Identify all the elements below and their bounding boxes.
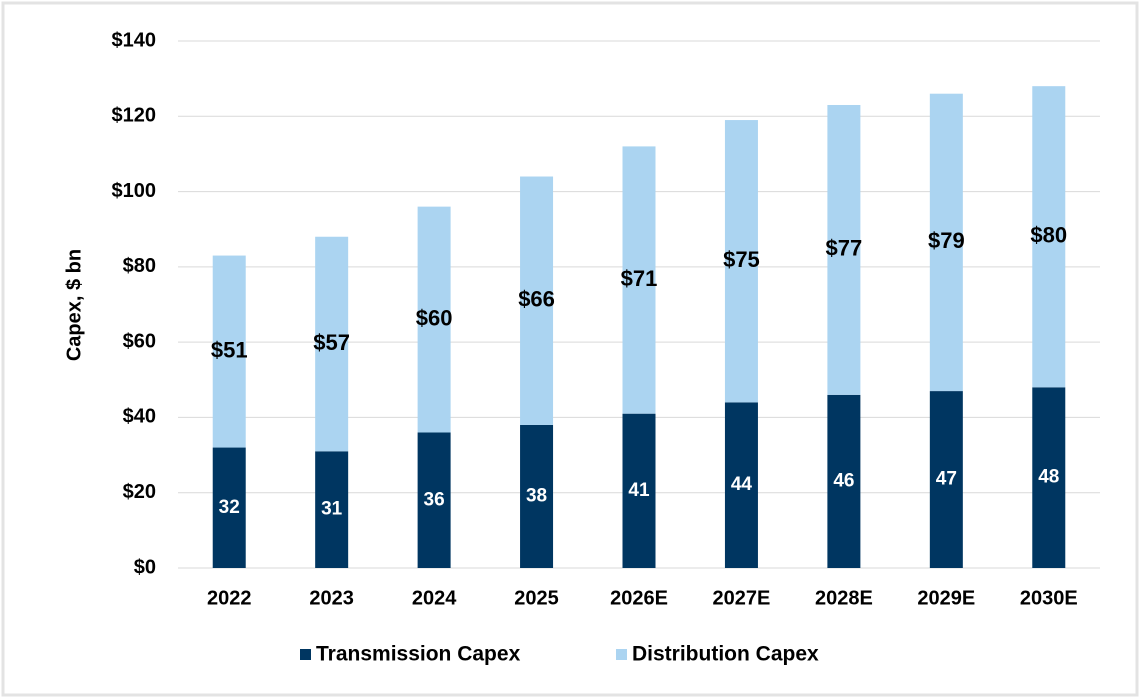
data-label: $75 bbox=[723, 247, 760, 272]
data-label: $60 bbox=[416, 305, 453, 330]
data-label: $66 bbox=[518, 287, 555, 312]
x-tick-label: 2025 bbox=[514, 587, 559, 609]
bar-segment bbox=[724, 120, 758, 403]
y-axis-label: Capex, $ bn bbox=[63, 249, 85, 361]
data-label: 44 bbox=[731, 474, 753, 495]
x-tick-label: 2026E bbox=[610, 587, 668, 609]
legend-label: Transmission Capex bbox=[316, 643, 521, 666]
x-tick-label: 2030E bbox=[1020, 587, 1078, 609]
x-tick-label: 2023 bbox=[309, 587, 354, 609]
data-label: $77 bbox=[826, 236, 863, 261]
y-tick-label: $100 bbox=[112, 180, 157, 202]
bar-segment bbox=[622, 146, 656, 414]
data-label: 31 bbox=[321, 499, 343, 520]
bar-segment bbox=[827, 104, 861, 395]
legend-swatch bbox=[300, 649, 311, 660]
data-label: 41 bbox=[628, 480, 650, 501]
data-label: 32 bbox=[219, 497, 240, 518]
x-tick-label: 2024 bbox=[412, 587, 457, 609]
data-label: 46 bbox=[833, 470, 854, 491]
y-tick-label: $80 bbox=[123, 255, 156, 277]
data-label: $80 bbox=[1030, 223, 1067, 248]
data-label: 47 bbox=[936, 469, 957, 490]
x-tick-label: 2028E bbox=[815, 587, 873, 609]
bar-segment bbox=[827, 394, 861, 568]
y-tick-label: $120 bbox=[112, 105, 157, 127]
x-tick-label: 2022 bbox=[207, 587, 252, 609]
bar-segment bbox=[315, 451, 349, 568]
x-tick-label: 2029E bbox=[917, 587, 975, 609]
data-label: $57 bbox=[313, 330, 350, 355]
data-label: $51 bbox=[211, 337, 248, 362]
bar-segment bbox=[212, 447, 246, 568]
data-label: 36 bbox=[424, 489, 445, 510]
bar-segment bbox=[622, 413, 656, 568]
bar-segment bbox=[315, 236, 349, 452]
data-label: $71 bbox=[621, 266, 658, 291]
bar-segment bbox=[520, 176, 554, 425]
bar-segment bbox=[520, 424, 554, 568]
y-tick-label: $140 bbox=[112, 29, 157, 51]
y-tick-label: $20 bbox=[123, 481, 156, 503]
y-tick-label: $40 bbox=[123, 406, 156, 428]
y-tick-label: $0 bbox=[134, 556, 156, 578]
bar-segment bbox=[417, 432, 451, 568]
bar-segment bbox=[1032, 86, 1066, 388]
bar-segment bbox=[724, 402, 758, 568]
data-label: 38 bbox=[526, 485, 547, 506]
legend-label: Distribution Capex bbox=[632, 643, 819, 666]
bar-segment bbox=[417, 206, 451, 433]
y-tick-label: $60 bbox=[123, 330, 156, 352]
bar-segment bbox=[929, 93, 963, 392]
bar-segment bbox=[212, 255, 246, 448]
data-label: 48 bbox=[1038, 467, 1059, 488]
data-label: $79 bbox=[928, 228, 965, 253]
legend-swatch bbox=[616, 649, 627, 660]
bar-segment bbox=[929, 391, 963, 568]
bar-segment bbox=[1032, 387, 1066, 568]
x-tick-label: 2027E bbox=[713, 587, 771, 609]
